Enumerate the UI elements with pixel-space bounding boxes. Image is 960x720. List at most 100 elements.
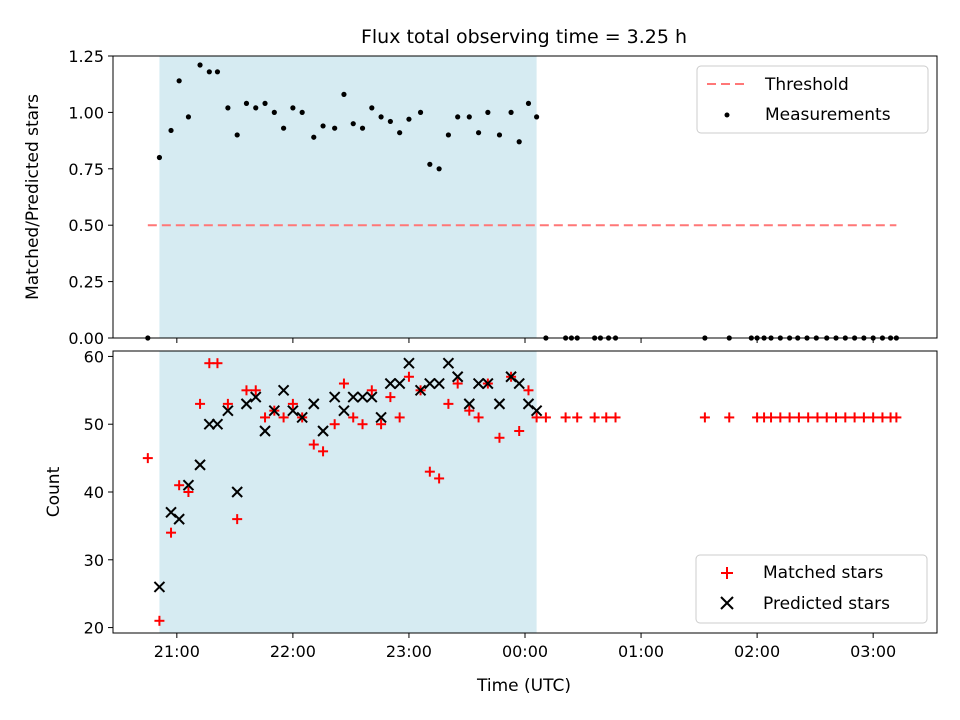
top-plot-frame bbox=[112, 55, 938, 339]
matched-star-point bbox=[891, 412, 902, 423]
measurement-point bbox=[445, 132, 452, 138]
predicted-star-point bbox=[482, 377, 494, 390]
bottom-y-tick-label: 20 bbox=[84, 619, 104, 638]
bottom-y-tick-label: 40 bbox=[84, 483, 104, 502]
matched-star-point bbox=[222, 398, 233, 409]
measurement-point bbox=[332, 125, 338, 131]
measurement-point bbox=[417, 109, 424, 115]
matched-star-point bbox=[142, 453, 153, 464]
legend-measurements-label: Measurements bbox=[765, 105, 891, 125]
matched-star-point bbox=[821, 412, 832, 423]
predicted-star-point bbox=[530, 404, 543, 417]
predicted-star-point bbox=[250, 391, 262, 403]
bottom-x-axis: 21:00 22:00 23:00 00:00 01:00 02:00 03:00 bbox=[154, 633, 896, 661]
predicted-star-point bbox=[338, 404, 350, 417]
predicted-star-point bbox=[182, 479, 195, 491]
matched-star-point bbox=[523, 385, 534, 396]
bottom-observing-window bbox=[159, 351, 537, 633]
bottom-panel: 20 30 40 50 60 21:00 22:00 23:00 00:00 01:00 02:0… bbox=[44, 347, 938, 696]
measurement-point bbox=[455, 114, 461, 120]
matched-star-point bbox=[338, 378, 349, 389]
matched-star-point bbox=[858, 412, 869, 423]
measurement-point bbox=[225, 105, 231, 111]
predicted-star-point bbox=[194, 459, 206, 471]
measurement-point bbox=[311, 134, 317, 140]
bottom-y-tick-label: 50 bbox=[84, 415, 104, 434]
matched-star-point bbox=[775, 412, 786, 423]
matched-star-point bbox=[572, 412, 583, 423]
measurement-point bbox=[525, 100, 532, 106]
x-tick-label: 00:00 bbox=[502, 642, 548, 661]
top-panel: 0.00 0.25 0.50 0.75 1.00 1.25 Matched/Predict… bbox=[23, 47, 938, 348]
matched-star-point bbox=[385, 392, 396, 403]
predicted-star-point bbox=[384, 377, 397, 390]
top-observing-window bbox=[159, 56, 537, 338]
top-y-tick-label: 1.25 bbox=[68, 47, 104, 66]
matched-star-point bbox=[318, 446, 329, 457]
matched-star-point bbox=[784, 412, 795, 423]
measurement-point bbox=[485, 109, 491, 115]
measurement-point bbox=[475, 130, 482, 136]
measurement-point bbox=[234, 132, 240, 138]
measurement-point bbox=[397, 130, 403, 136]
predicted-star-point bbox=[328, 391, 341, 403]
legend-matched-swatch bbox=[721, 567, 733, 579]
matched-star-point bbox=[394, 412, 405, 423]
predicted-star-point bbox=[153, 581, 166, 593]
matched-star-point bbox=[724, 412, 735, 423]
matched-star-point bbox=[376, 419, 387, 430]
matched-star-point bbox=[452, 378, 463, 389]
measurement-point bbox=[290, 105, 296, 111]
matched-star-point bbox=[849, 412, 860, 423]
matched-star-point bbox=[589, 412, 600, 423]
x-tick-label: 22:00 bbox=[270, 642, 316, 661]
matched-star-point bbox=[803, 412, 814, 423]
top-y-tick-label: 0.50 bbox=[68, 216, 104, 235]
measurement-point bbox=[262, 100, 268, 106]
measurement-point bbox=[436, 166, 442, 172]
matched-star-point bbox=[531, 412, 542, 423]
predicted-star-point bbox=[317, 425, 329, 437]
matched-star-point bbox=[699, 412, 710, 423]
measurement-point bbox=[253, 105, 259, 111]
measurement-point bbox=[156, 154, 163, 161]
x-axis-label: Time (UTC) bbox=[476, 676, 571, 696]
top-y-tick-label: 0.75 bbox=[68, 160, 104, 179]
predicted-star-point bbox=[366, 391, 378, 403]
predicted-star-point bbox=[424, 377, 436, 390]
legend-predicted-label: Predicted stars bbox=[763, 594, 890, 614]
predicted-star-point bbox=[442, 357, 455, 369]
matched-star-point bbox=[443, 398, 454, 409]
legend-matched-label: Matched stars bbox=[763, 563, 883, 583]
top-y-tick-label: 1.00 bbox=[68, 103, 104, 122]
predicted-star-point bbox=[287, 404, 299, 417]
predicted-star-point bbox=[347, 391, 359, 403]
top-y-axis-label: Matched/Predicted stars bbox=[23, 94, 43, 300]
predicted-star-point bbox=[463, 398, 476, 410]
predicted-star-point bbox=[414, 384, 427, 397]
predicted-star-point bbox=[356, 391, 369, 403]
measurement-point bbox=[427, 161, 433, 167]
measurement-point bbox=[185, 114, 192, 120]
x-tick-label: 21:00 bbox=[154, 642, 200, 661]
matched-star-point bbox=[840, 412, 851, 423]
matched-star-point bbox=[174, 480, 185, 491]
predicted-star-point bbox=[203, 418, 216, 430]
matched-star-point bbox=[514, 425, 525, 436]
measurement-point bbox=[496, 132, 503, 138]
matched-star-point bbox=[348, 412, 359, 423]
measurement-point bbox=[243, 100, 250, 106]
measurement-point bbox=[271, 109, 277, 115]
measurement-point bbox=[350, 121, 356, 127]
bottom-y-axis: 20 30 40 50 60 bbox=[84, 347, 113, 638]
measurement-point bbox=[387, 118, 393, 125]
bottom-y-tick-label: 30 bbox=[84, 551, 104, 570]
matched-star-point bbox=[560, 412, 571, 423]
matched-star-point bbox=[357, 419, 368, 430]
measurement-point bbox=[466, 114, 472, 120]
matched-star-point bbox=[212, 358, 223, 369]
matched-star-point bbox=[250, 385, 261, 396]
matched-star-point bbox=[278, 412, 289, 423]
measurement-point bbox=[206, 69, 212, 75]
